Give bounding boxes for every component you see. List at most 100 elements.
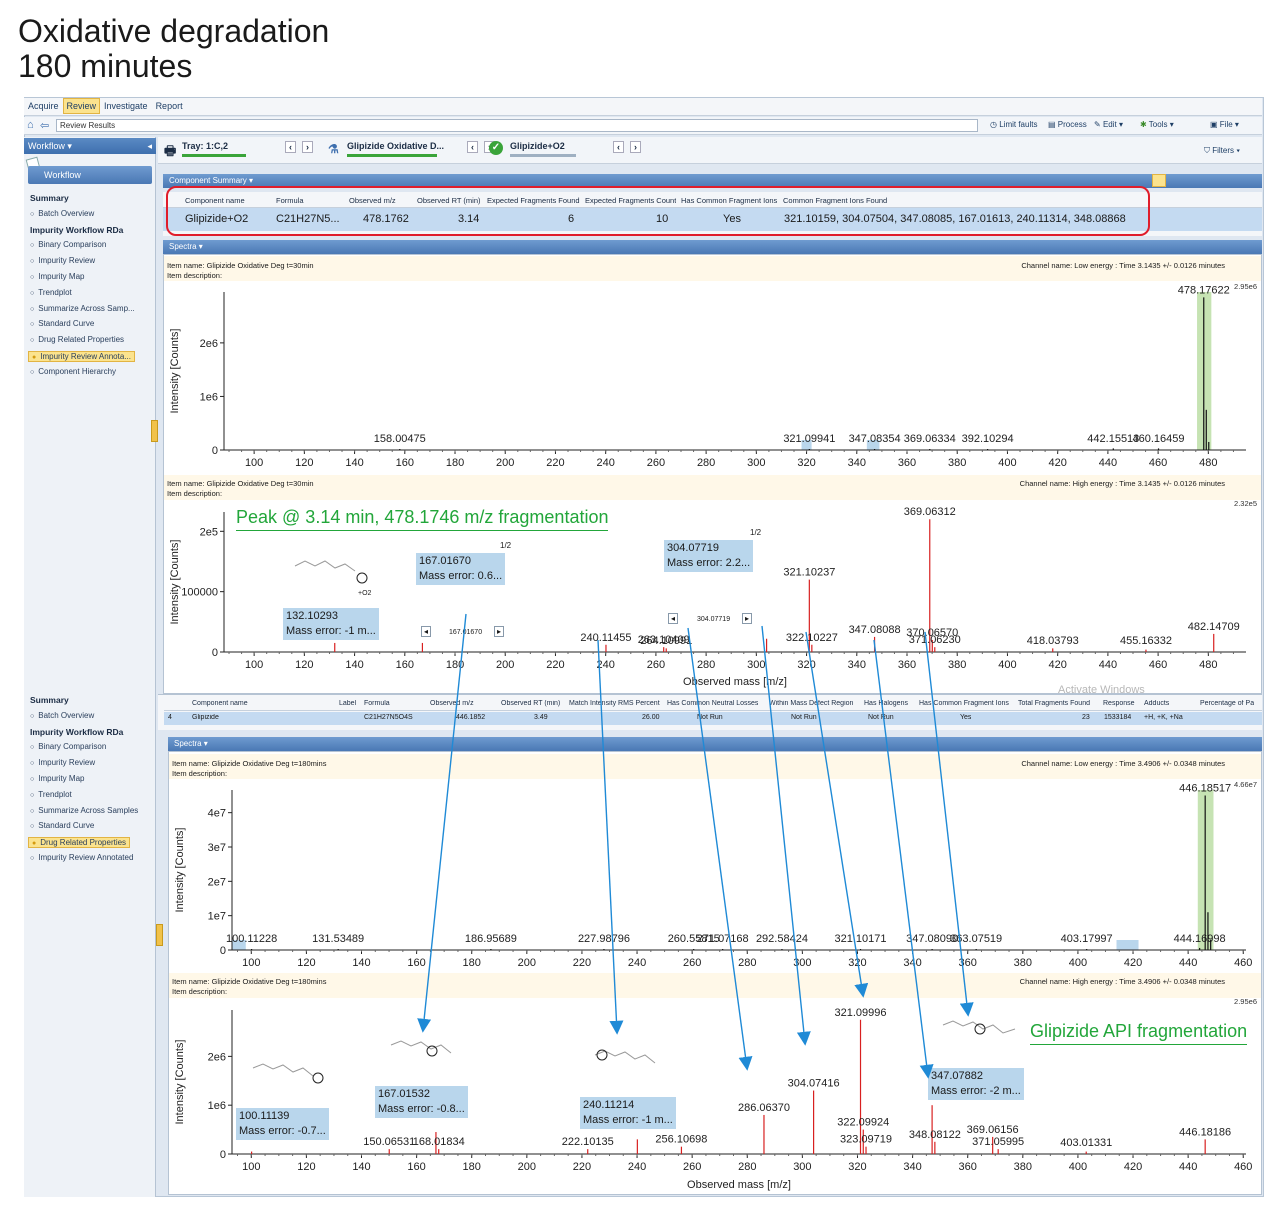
- tools-label: Tools: [1148, 120, 1168, 129]
- spectra-header-30[interactable]: Spectra ▾: [163, 240, 1262, 254]
- sidebar-item-1[interactable]: Summary: [30, 193, 69, 203]
- spectrum-180-low-chart[interactable]: 0 1e7 2e7 3e7 4e7 100 120 140 160 180 200 220 240 260…: [169, 780, 1261, 972]
- column-header-5[interactable]: Expected Fragments Found: [487, 196, 580, 205]
- sidebar-item-4[interactable]: Binary Comparison: [30, 240, 106, 249]
- annotation-box-167b[interactable]: 167.01532 Mass error: -0.8...: [375, 1086, 468, 1118]
- sidebar-collapse-handle[interactable]: [151, 420, 158, 442]
- annotation-box-100[interactable]: 100.11139 Mass error: -0.7...: [236, 1108, 329, 1140]
- spectra-header-180[interactable]: Spectra ▾: [168, 737, 1262, 751]
- column-header-8[interactable]: Common Fragment Ions Found: [783, 196, 888, 205]
- x-tick-label: 200: [518, 1161, 536, 1173]
- grid2-header-1[interactable]: Component name: [192, 700, 248, 707]
- grid2-header-13[interactable]: Adducts: [1144, 700, 1170, 707]
- column-header-6[interactable]: Expected Fragments Count: [585, 196, 677, 205]
- peak-label-3: 263.10409: [638, 634, 690, 646]
- limit-faults-button[interactable]: ◷ Limit faults: [990, 120, 1037, 129]
- back-arrow-icon[interactable]: ⇦: [40, 120, 50, 132]
- sidebar-item-6[interactable]: Impurity Map: [30, 272, 84, 281]
- sidebar-item-3[interactable]: Impurity Workflow RDa: [30, 224, 124, 235]
- annotation-box-347[interactable]: 347.07882 Mass error: -2 m...: [928, 1068, 1024, 1100]
- tab-review[interactable]: Review: [62, 98, 101, 114]
- home-icon[interactable]: ⌂: [27, 119, 34, 131]
- sidebar-item-2[interactable]: Batch Overview: [30, 209, 94, 218]
- pin-icon[interactable]: ◂: [147, 141, 152, 151]
- spectrum-180-high-chart[interactable]: 0 1e6 2e6 100 120 140 160 180 200 220 240 260 280 300…: [169, 998, 1261, 1194]
- filters-button[interactable]: ⛉ Filters ▾: [1204, 146, 1241, 155]
- component-summary-header[interactable]: Component Summary ▾: [163, 174, 1262, 188]
- annotation-box-240[interactable]: 240.11214 Mass error: -1 m...: [580, 1097, 676, 1129]
- component-prev-button[interactable]: ‹: [613, 141, 624, 153]
- grid2-header-11[interactable]: Total Fragments Found: [1018, 700, 1090, 707]
- nav-prev-167-button[interactable]: ◂: [421, 626, 432, 637]
- sidebar-item-12[interactable]: Component Hierarchy: [30, 367, 116, 376]
- nav-next-304-button[interactable]: ▸: [742, 613, 753, 624]
- x-tick-label: 160: [396, 457, 414, 469]
- tray-next-button[interactable]: ›: [302, 141, 313, 153]
- tray-prev-button[interactable]: ‹: [285, 141, 296, 153]
- info-bar-30-high: Item name: Glipizide Oxidative Deg t=30m…: [164, 475, 1261, 508]
- sidebar-item-5[interactable]: Impurity Review: [30, 758, 95, 767]
- tab-investigate[interactable]: Investigate: [104, 101, 148, 111]
- x-tick-label: 180: [446, 659, 464, 671]
- tools-button[interactable]: ✱ Tools ▾: [1140, 120, 1174, 129]
- grid2-header-9[interactable]: Has Halogens: [864, 700, 908, 707]
- annotation-box-167[interactable]: 167.01670 Mass error: 0.6...: [416, 553, 506, 585]
- column-header-1[interactable]: Component name: [185, 196, 245, 205]
- sidebar-item-7[interactable]: Trendplot: [30, 790, 72, 799]
- column-header-3[interactable]: Observed m/z: [349, 196, 396, 205]
- workflow-header[interactable]: Workflow ▾ ◂: [24, 138, 156, 154]
- info-toggle-icon[interactable]: [1152, 174, 1166, 187]
- sidebar-item-9[interactable]: Standard Curve: [30, 319, 94, 328]
- peak-label-5: 442.15513: [1087, 433, 1139, 445]
- y-tick-label: 2e7: [208, 876, 226, 888]
- sidebar-item-11[interactable]: Impurity Review Annotated: [30, 853, 133, 862]
- nav-next-167-button[interactable]: ▸: [494, 626, 505, 637]
- x-tick-label: 280: [697, 659, 715, 671]
- grid2-header-4[interactable]: Observed m/z: [430, 700, 474, 707]
- sidebar-item-7[interactable]: Trendplot: [30, 288, 72, 297]
- sidebar-item-8[interactable]: Summarize Across Samples: [30, 806, 138, 815]
- sidebar-item-3[interactable]: Impurity Workflow RDa: [30, 726, 124, 737]
- grid2-header-5[interactable]: Observed RT (min): [501, 700, 561, 707]
- grid2-header-8[interactable]: Within Mass Defect Region: [769, 700, 854, 707]
- grid2-header-2[interactable]: Label: [339, 700, 357, 707]
- spectrum-30-low-chart[interactable]: 0 1e6 2e6 100 120 140 160 180 200 220 240 260 280 300…: [164, 282, 1261, 474]
- component-next-button[interactable]: ›: [630, 141, 641, 153]
- grid2-header-7[interactable]: Has Common Neutral Losses: [667, 700, 759, 707]
- sidebar-item-11[interactable]: Impurity Review Annota...: [28, 351, 135, 362]
- sidebar-item-1[interactable]: Summary: [30, 695, 69, 705]
- tab-acquire[interactable]: Acquire: [28, 101, 59, 111]
- annotation-box-132[interactable]: 132.10293 Mass error: -1 m...: [283, 608, 379, 640]
- column-header-2[interactable]: Formula: [276, 196, 304, 205]
- nav-prev-304-button[interactable]: ◂: [668, 613, 679, 624]
- sidebar-item-8[interactable]: Summarize Across Samp...: [30, 304, 134, 313]
- sidebar-item-10[interactable]: Drug Related Properties: [30, 335, 124, 344]
- address-bar[interactable]: Review Results: [56, 119, 978, 132]
- second-grid-row[interactable]: 4 Glipizide C21H27N5O4S 446.1852 3.49 26.00 No…: [164, 712, 1262, 725]
- x-tick-label: 340: [903, 1161, 921, 1173]
- grid2-header-10[interactable]: Has Common Fragment Ions: [919, 700, 1009, 707]
- column-header-4[interactable]: Observed RT (min): [417, 196, 481, 205]
- sidebar-item-6[interactable]: Impurity Map: [30, 774, 84, 783]
- file-button[interactable]: ▣ File ▾: [1210, 120, 1239, 129]
- cell-6: 10: [656, 213, 669, 225]
- sidebar-item-2[interactable]: Batch Overview: [30, 711, 94, 720]
- column-header-7[interactable]: Has Common Fragment Ions: [681, 196, 778, 205]
- grid2-header-3[interactable]: Formula: [364, 700, 390, 707]
- sidebar-item-4[interactable]: Binary Comparison: [30, 742, 106, 751]
- workflow-tab[interactable]: Workflow: [28, 166, 152, 184]
- component-summary-row[interactable]: Glipizide+O2 C21H27N5... 478.1762 3.14 6 10 Ye…: [163, 208, 1262, 231]
- edit-button[interactable]: ✎ Edit ▾: [1094, 120, 1123, 129]
- grid2-header-14[interactable]: Percentage of Pa: [1200, 700, 1255, 707]
- sidebar-item-10[interactable]: Drug Related Properties: [28, 837, 131, 849]
- sidebar-item-5[interactable]: Impurity Review: [30, 256, 95, 265]
- sidebar-item-9[interactable]: Standard Curve: [30, 821, 94, 830]
- sample-prev-button[interactable]: ‹: [467, 141, 478, 153]
- grid2-header-12[interactable]: Response: [1103, 700, 1135, 707]
- grid2-header-6[interactable]: Match Intensity RMS Percent: [569, 700, 660, 707]
- annotation-box-304[interactable]: 304.07719 Mass error: 2.2...: [664, 540, 754, 572]
- tab-report[interactable]: Report: [155, 101, 183, 111]
- process-button[interactable]: ▤ Process: [1048, 120, 1087, 129]
- sidebar-collapse-handle-2[interactable]: [156, 924, 163, 946]
- y-tick-label: 100000: [181, 587, 218, 599]
